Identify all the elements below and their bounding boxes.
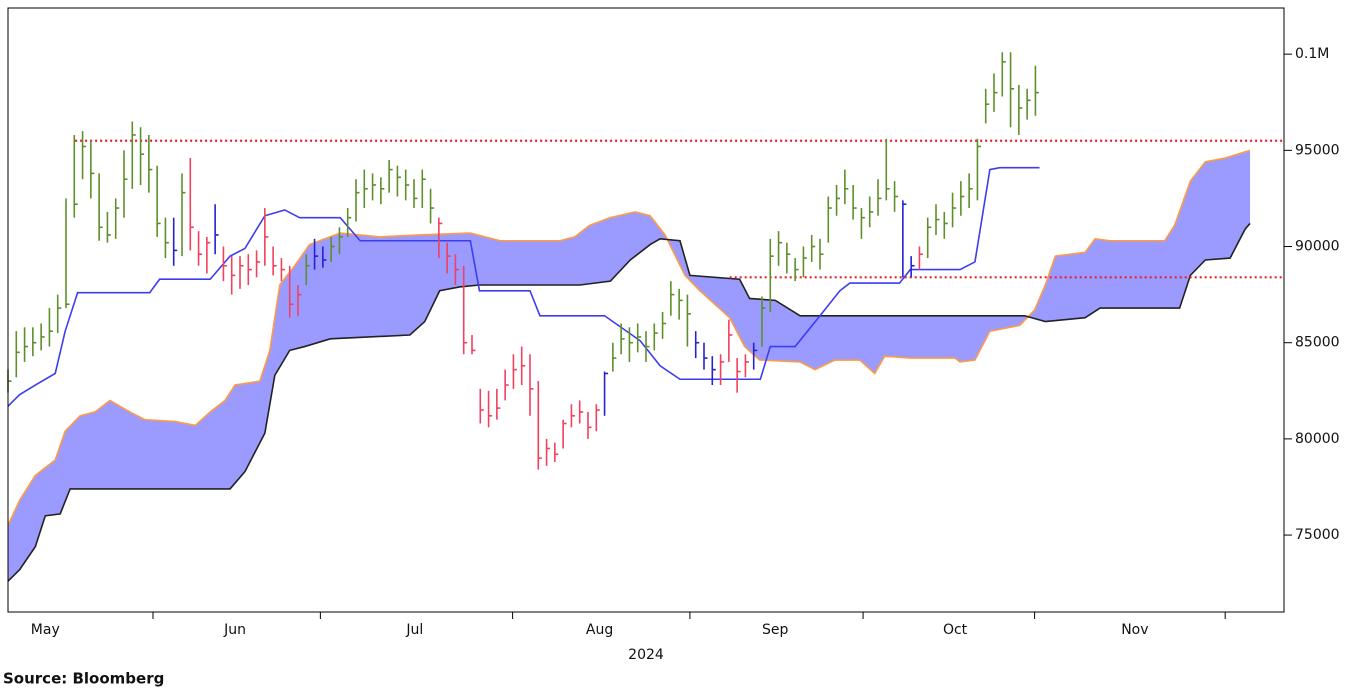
- y-tick-label: 95000: [1295, 142, 1340, 158]
- x-tick-label: Jun: [223, 622, 246, 638]
- y-tick-label: 0.1M: [1295, 46, 1329, 62]
- source-note: Source: Bloomberg: [3, 670, 164, 688]
- indicator-line: [7, 149, 1251, 526]
- x-tick-label: Oct: [943, 622, 968, 638]
- x-tick-label: Sep: [762, 622, 789, 638]
- y-tick-label: 80000: [1295, 431, 1340, 447]
- x-tick-label: May: [31, 622, 60, 638]
- y-tick-label: 85000: [1295, 335, 1340, 351]
- x-tick-label: Nov: [1121, 622, 1148, 638]
- cloud-fill: [8, 150, 1251, 582]
- indicator-line: [7, 222, 1251, 582]
- y-tick-label: 90000: [1295, 239, 1340, 255]
- y-tick-label: 75000: [1295, 527, 1340, 543]
- x-axis-label: 2024: [628, 647, 664, 663]
- indicator-line: [7, 166, 1040, 407]
- cloud-layer: [8, 150, 1251, 582]
- x-tick-label: Jul: [405, 622, 423, 638]
- x-tick-label: Aug: [586, 622, 613, 638]
- plot-frame: [7, 7, 1285, 613]
